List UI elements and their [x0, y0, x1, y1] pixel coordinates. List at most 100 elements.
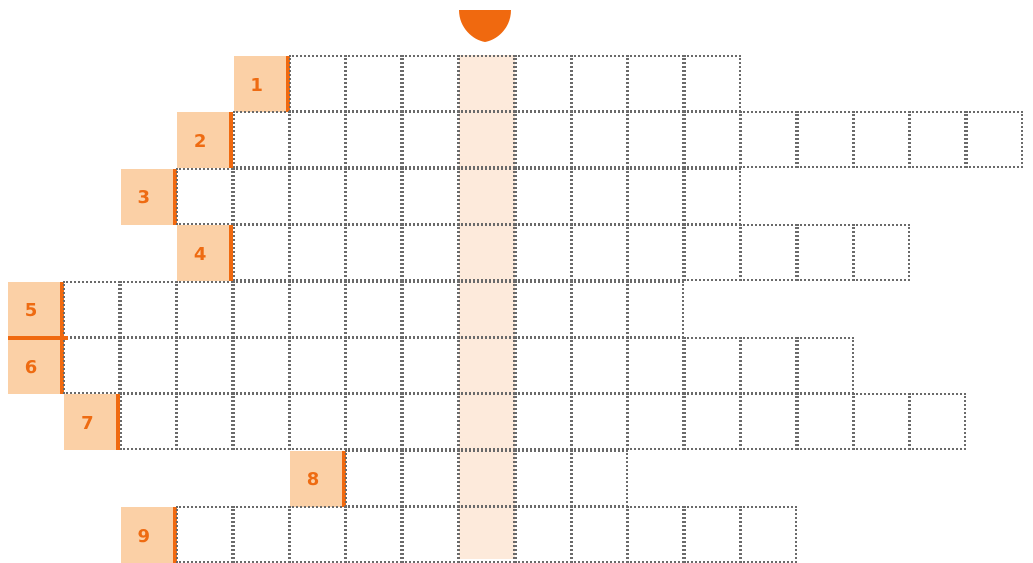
answer-cell[interactable] — [345, 111, 403, 169]
answer-cell[interactable] — [345, 224, 403, 282]
answer-cell[interactable] — [853, 224, 910, 282]
answer-cell[interactable] — [345, 55, 403, 112]
answer-cell[interactable] — [740, 111, 798, 169]
answer-cell[interactable] — [289, 111, 346, 169]
answer-cell[interactable] — [345, 506, 403, 563]
answer-cell[interactable] — [965, 111, 1023, 169]
clue-number-box[interactable]: 3 — [120, 168, 177, 225]
answer-cell[interactable] — [571, 393, 628, 451]
answer-cell[interactable] — [909, 111, 967, 169]
answer-cell[interactable] — [345, 393, 403, 451]
answer-cell[interactable] — [458, 337, 516, 394]
answer-cell[interactable] — [571, 449, 628, 507]
answer-cell[interactable] — [514, 111, 572, 169]
answer-cell[interactable] — [571, 506, 628, 563]
answer-cell[interactable] — [119, 393, 177, 451]
answer-cell[interactable] — [627, 167, 685, 225]
answer-cell[interactable] — [571, 224, 628, 282]
clue-number-box[interactable]: 8 — [290, 450, 346, 507]
answer-cell[interactable] — [458, 224, 516, 282]
answer-cell[interactable] — [571, 55, 628, 112]
answer-cell[interactable] — [289, 55, 346, 112]
answer-cell[interactable] — [740, 393, 798, 451]
answer-cell[interactable] — [232, 224, 290, 282]
answer-cell[interactable] — [289, 337, 346, 394]
answer-cell[interactable] — [796, 337, 854, 394]
answer-cell[interactable] — [176, 280, 234, 338]
answer-cell[interactable] — [458, 55, 516, 112]
answer-cell[interactable] — [514, 224, 572, 282]
answer-cell[interactable] — [514, 506, 572, 563]
answer-cell[interactable] — [232, 167, 290, 225]
answer-cell[interactable] — [627, 280, 685, 338]
answer-cell[interactable] — [401, 449, 459, 507]
answer-cell[interactable] — [571, 111, 628, 169]
answer-cell[interactable] — [289, 280, 346, 338]
answer-cell[interactable] — [232, 506, 290, 563]
answer-cell[interactable] — [232, 280, 290, 338]
answer-cell[interactable] — [514, 167, 572, 225]
clue-number-box[interactable]: 6 — [8, 338, 64, 394]
answer-cell[interactable] — [289, 506, 346, 563]
answer-cell[interactable] — [909, 393, 967, 451]
answer-cell[interactable] — [571, 167, 628, 225]
answer-cell[interactable] — [514, 55, 572, 112]
answer-cell[interactable] — [401, 337, 459, 394]
answer-cell[interactable] — [176, 393, 234, 451]
answer-cell[interactable] — [401, 280, 459, 338]
answer-cell[interactable] — [289, 224, 346, 282]
clue-number-box[interactable]: 7 — [64, 394, 121, 451]
answer-cell[interactable] — [458, 449, 516, 507]
answer-cell[interactable] — [458, 506, 516, 563]
answer-cell[interactable] — [232, 111, 290, 169]
answer-cell[interactable] — [514, 337, 572, 394]
answer-cell[interactable] — [401, 167, 459, 225]
answer-cell[interactable] — [401, 224, 459, 282]
answer-cell[interactable] — [683, 393, 741, 451]
clue-number-box[interactable]: 2 — [177, 112, 234, 169]
answer-cell[interactable] — [796, 111, 854, 169]
answer-cell[interactable] — [627, 224, 685, 282]
answer-cell[interactable] — [514, 280, 572, 338]
answer-cell[interactable] — [458, 280, 516, 338]
answer-cell[interactable] — [458, 393, 516, 451]
answer-cell[interactable] — [119, 280, 177, 338]
answer-cell[interactable] — [289, 393, 346, 451]
answer-cell[interactable] — [740, 506, 798, 563]
clue-number-box[interactable]: 5 — [8, 281, 64, 338]
answer-cell[interactable] — [683, 55, 741, 112]
answer-cell[interactable] — [627, 393, 685, 451]
answer-cell[interactable] — [176, 167, 234, 225]
answer-cell[interactable] — [627, 337, 685, 394]
answer-cell[interactable] — [345, 280, 403, 338]
answer-cell[interactable] — [401, 506, 459, 563]
answer-cell[interactable] — [740, 224, 798, 282]
answer-cell[interactable] — [627, 111, 685, 169]
answer-cell[interactable] — [853, 393, 910, 451]
answer-cell[interactable] — [345, 449, 403, 507]
answer-cell[interactable] — [683, 506, 741, 563]
answer-cell[interactable] — [401, 55, 459, 112]
answer-cell[interactable] — [345, 167, 403, 225]
answer-cell[interactable] — [571, 280, 628, 338]
answer-cell[interactable] — [853, 111, 910, 169]
answer-cell[interactable] — [514, 449, 572, 507]
answer-cell[interactable] — [740, 337, 798, 394]
answer-cell[interactable] — [683, 167, 741, 225]
answer-cell[interactable] — [176, 506, 234, 563]
answer-cell[interactable] — [571, 337, 628, 394]
answer-cell[interactable] — [63, 337, 121, 394]
answer-cell[interactable] — [345, 337, 403, 394]
answer-cell[interactable] — [289, 167, 346, 225]
answer-cell[interactable] — [683, 337, 741, 394]
clue-number-box[interactable]: 9 — [120, 507, 177, 563]
answer-cell[interactable] — [627, 506, 685, 563]
answer-cell[interactable] — [176, 337, 234, 394]
clue-number-box[interactable]: 4 — [177, 225, 234, 282]
answer-cell[interactable] — [119, 337, 177, 394]
answer-cell[interactable] — [232, 337, 290, 394]
answer-cell[interactable] — [514, 393, 572, 451]
clue-number-box[interactable]: 1 — [233, 56, 290, 112]
answer-cell[interactable] — [401, 393, 459, 451]
answer-cell[interactable] — [796, 224, 854, 282]
